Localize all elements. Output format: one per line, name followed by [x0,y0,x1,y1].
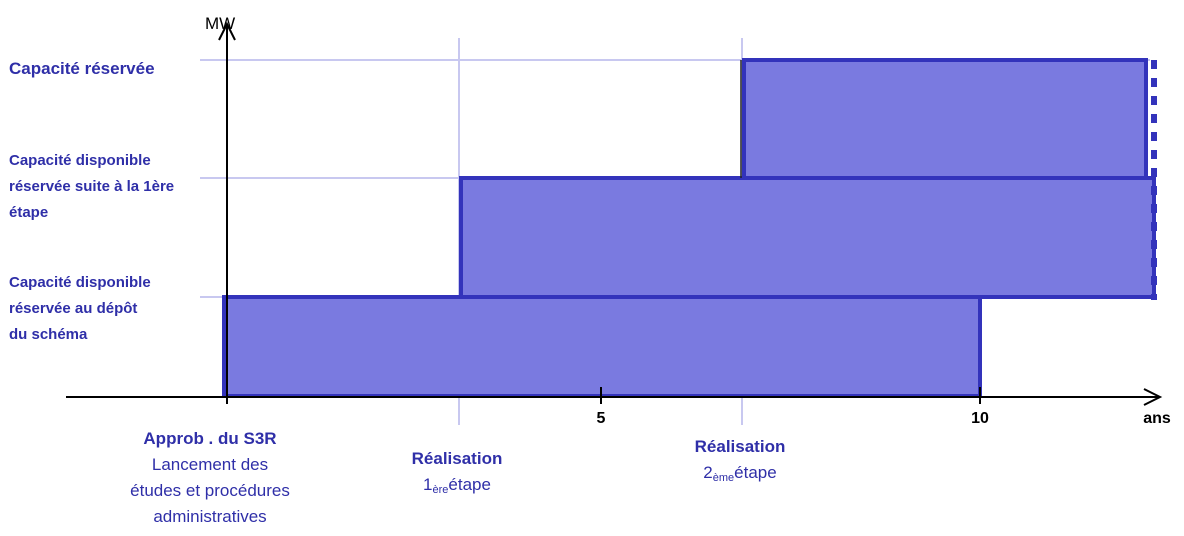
block-capacity-reserved [742,58,1148,180]
level-label-at-filing: Capacité disponible réservée au dépôt du… [9,270,151,348]
milestone-stage2: Réalisation 2èmeétape [640,434,840,491]
x-axis-arrowhead [1143,388,1163,406]
milestone-approval-line3: administratives [153,507,267,526]
milestone-stage1-word: étape [448,475,491,494]
block-capacity-stage1 [459,176,1156,299]
milestone-stage2-step: 2èmeétape [640,460,840,491]
milestone-stage2-word: étape [734,463,777,482]
milestone-stage1-title: Réalisation [411,449,503,468]
milestone-stage1-sup: ère [432,484,449,496]
milestone-stage1: Réalisation 1èreétape [357,446,557,503]
milestone-approval: Approb . du S3R Lancement des études et … [95,426,325,530]
level-label-after-stage1-line2: réservée suite à la 1ère [9,178,175,195]
level-label-after-stage1-line1: Capacité disponible [9,152,151,169]
x-tick-label-10: 10 [971,410,989,427]
milestone-stage1-step: 1èreétape [357,472,557,503]
level-label-after-stage1-line3: étape [9,204,49,221]
level-label-at-filing-line1: Capacité disponible [9,274,151,291]
level-label-at-filing-line3: du schéma [9,326,88,343]
milestone-stage2-title: Réalisation [694,437,786,456]
level-label-reserved: Capacité réservée [9,59,155,78]
milestone-approval-line2: études et procédures [130,481,290,500]
x-axis-label: ans [1143,410,1171,427]
y-axis-arrowhead [218,21,236,41]
milestone-stage2-num: 2 [703,463,713,482]
level-label-at-filing-line2: réservée au dépôt [9,300,138,317]
milestone-stage2-sup: ème [712,472,735,484]
level-label-after-stage1: Capacité disponible réservée suite à la … [9,148,174,226]
milestone-stage1-num: 1 [423,475,433,494]
x-tick-label-5: 5 [597,410,606,427]
block-capacity-at-filing [222,295,982,398]
milestone-approval-line1: Lancement des [151,455,269,474]
milestone-approval-title: Approb . du S3R [143,429,277,448]
y-axis-label: MW [205,14,236,33]
